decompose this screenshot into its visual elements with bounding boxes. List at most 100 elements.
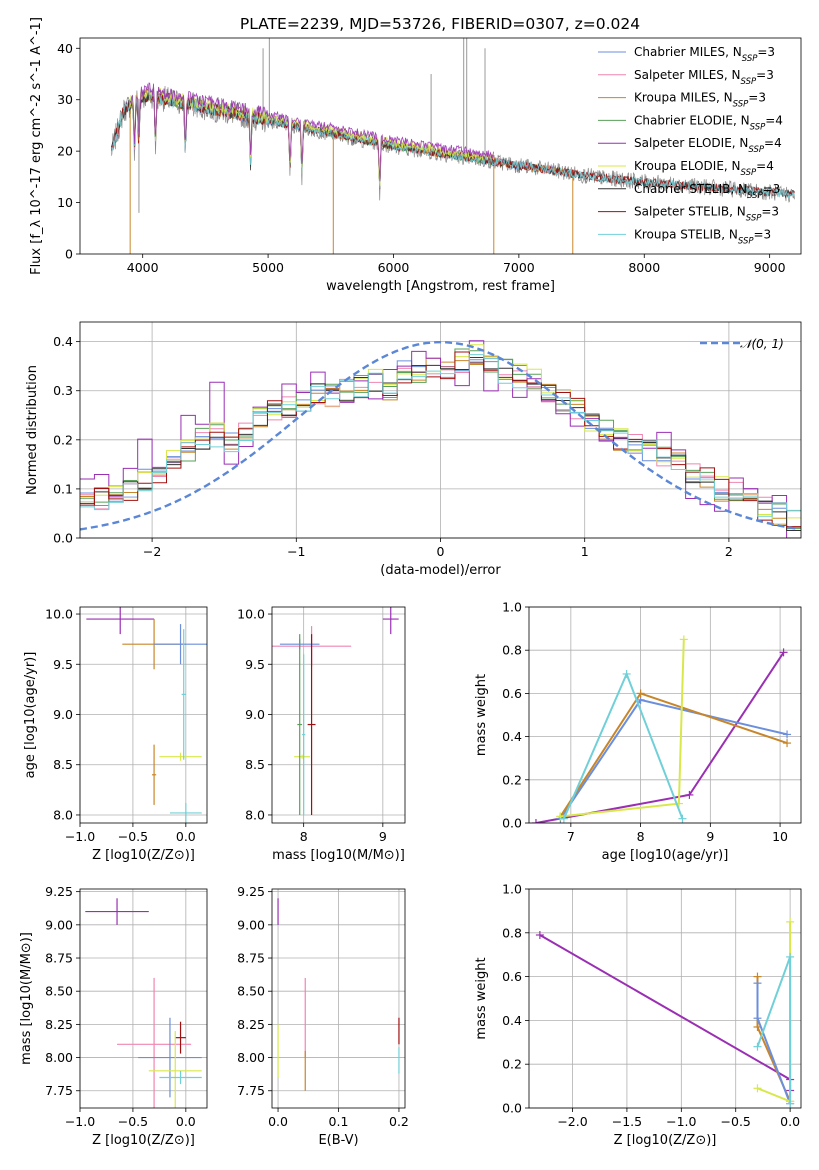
x-axis-label: Z [log10(Z/Z⊙)] bbox=[92, 848, 195, 863]
legend-label: Chabrier ELODIE, NSSP=4 bbox=[634, 113, 783, 132]
y-tick-label: 9.5 bbox=[53, 657, 73, 672]
x-axis-label: (data-model)/error bbox=[380, 563, 501, 578]
legend-subscript: SSP bbox=[742, 54, 758, 64]
y-axis-label: mass weight bbox=[474, 957, 489, 1039]
y-tick-label: 0.4 bbox=[502, 729, 522, 744]
x-tick-label: 8 bbox=[637, 829, 645, 844]
axes-layer: 4000 5000 6000 7000 8000 9000010203040wavelen… bbox=[19, 17, 802, 1148]
x-tick-label: 1 bbox=[581, 544, 589, 559]
x-tick-label: 9000 bbox=[754, 260, 786, 275]
y-tick-label: 0.6 bbox=[502, 686, 522, 701]
y-tick-label: 9.00 bbox=[45, 917, 73, 932]
x-tick-label: −2 bbox=[143, 544, 161, 559]
y-tick-label: 9.0 bbox=[53, 707, 73, 722]
y-tick-label: 8.5 bbox=[53, 757, 73, 772]
age-vs-mass-axes: 8 9 8.0 8.5 9.0 9.5 10.0 mass [log10(M/M⊙)] bbox=[237, 607, 406, 863]
legend-subscript: SSP bbox=[750, 122, 766, 132]
y-tick-label: 0 bbox=[65, 247, 73, 262]
weight-series-0 bbox=[539, 934, 792, 1091]
weight-series-1 bbox=[559, 698, 788, 820]
y-tick-label: 1.0 bbox=[502, 600, 522, 615]
y-tick-label: 8.5 bbox=[245, 757, 265, 772]
y-tick-label: 8.50 bbox=[237, 984, 265, 999]
y-tick-label: 0.0 bbox=[502, 816, 522, 831]
plot-area bbox=[86, 607, 207, 823]
x-tick-label: −1.0 bbox=[65, 1114, 95, 1129]
y-tick-label: 10 bbox=[57, 195, 73, 210]
histogram-series-7 bbox=[80, 351, 801, 528]
x-tick-label: −1 bbox=[287, 544, 305, 559]
x-tick-label: −0.5 bbox=[721, 1114, 751, 1129]
y-tick-label: 30 bbox=[57, 92, 73, 107]
spectrum-axes: 4000 5000 6000 7000 8000 9000 0 10 20 30 40 wavelen… bbox=[29, 17, 802, 294]
legend-value: =3 bbox=[756, 68, 774, 82]
x-axis-label: wavelength [Angstrom, rest frame] bbox=[326, 279, 555, 294]
legend-value: =4 bbox=[765, 113, 783, 127]
legend-value: =3 bbox=[757, 45, 775, 59]
y-tick-label: 40 bbox=[57, 41, 73, 56]
axes-frame bbox=[528, 606, 802, 824]
legend-subscript: SSP bbox=[741, 168, 757, 178]
y-axis-label: Flux [f_λ 10^-17 erg cm^-2 s^-1 A^-1] bbox=[29, 17, 44, 275]
legend-label: Salpeter STELIB, NSSP=3 bbox=[634, 205, 779, 224]
x-tick-label: 7 bbox=[567, 829, 575, 844]
y-tick-label: 8.0 bbox=[245, 807, 265, 822]
legend-subscript: SSP bbox=[733, 100, 749, 110]
x-tick-label: 0.2 bbox=[389, 1114, 409, 1129]
y-tick-label: 9.25 bbox=[237, 884, 265, 899]
figure-title: PLATE=2239, MJD=53726, FIBERID=0307, z=0… bbox=[240, 15, 640, 33]
y-axis-label: mass weight bbox=[474, 674, 489, 756]
y-tick-label: 8.25 bbox=[237, 1017, 265, 1032]
weight-vs-z-axes: −2.0 −1.5 −1.0 −0.5 0.0 0.0 0.2 0.4 0.6 0.8 1.0 Z [… bbox=[474, 882, 802, 1148]
x-tick-label: −1.0 bbox=[65, 829, 95, 844]
y-tick-label: 8.00 bbox=[45, 1050, 73, 1065]
y-tick-label: 0.6 bbox=[502, 969, 522, 984]
histogram-series-8 bbox=[80, 354, 801, 517]
legend-subscript: SSP bbox=[741, 77, 757, 87]
y-tick-label: 8.75 bbox=[45, 951, 73, 966]
histogram-series-5 bbox=[80, 344, 801, 525]
x-tick-label: 0.1 bbox=[329, 1114, 349, 1129]
legend-label: Kroupa STELIB, NSSP=3 bbox=[634, 227, 771, 246]
x-tick-label: 8000 bbox=[628, 260, 660, 275]
x-axis-label: Z [log10(Z/Z⊙)] bbox=[614, 1133, 717, 1148]
legend-label: Chabrier STELIB, NSSP=3 bbox=[634, 182, 780, 201]
weight-series-4 bbox=[562, 671, 684, 820]
legend-subscript: SSP bbox=[747, 191, 763, 201]
x-tick-label: −1.5 bbox=[612, 1114, 642, 1129]
x-tick-label: 9 bbox=[379, 829, 387, 844]
x-tick-label: −1.0 bbox=[666, 1114, 696, 1129]
y-tick-label: 1.0 bbox=[502, 882, 522, 897]
y-tick-label: 9.00 bbox=[237, 917, 265, 932]
y-tick-label: 0.0 bbox=[53, 531, 73, 546]
legend-subscript: SSP bbox=[738, 236, 754, 246]
y-tick-label: 10.0 bbox=[45, 607, 73, 622]
legend-value: =4 bbox=[764, 136, 782, 150]
y-tick-label: 9.5 bbox=[245, 657, 265, 672]
y-tick-label: 20 bbox=[57, 144, 73, 159]
plot-area bbox=[272, 607, 399, 815]
y-tick-label: 7.75 bbox=[45, 1083, 73, 1098]
y-tick-label: 7.75 bbox=[237, 1083, 265, 1098]
x-axis-label: age [log10(age/yr)] bbox=[602, 848, 729, 863]
x-tick-label: 0.0 bbox=[780, 1114, 800, 1129]
x-tick-label: 2 bbox=[725, 544, 733, 559]
x-tick-label: 6000 bbox=[378, 260, 410, 275]
legend-label: Salpeter MILES, NSSP=3 bbox=[634, 68, 774, 87]
y-tick-label: 8.0 bbox=[53, 807, 73, 822]
spectrum-legend: Chabrier MILES, NSSP=3 Salpeter MILES, NS… bbox=[598, 45, 783, 246]
axes-frame bbox=[79, 606, 208, 824]
y-tick-label: 0.2 bbox=[53, 432, 73, 447]
legend-label: Salpeter ELODIE, NSSP=4 bbox=[634, 136, 782, 155]
y-tick-label: 10.0 bbox=[237, 607, 265, 622]
x-tick-label: 0.0 bbox=[176, 829, 196, 844]
plot-area bbox=[85, 898, 202, 1108]
legend-label: Kroupa ELODIE, NSSP=4 bbox=[634, 159, 774, 178]
x-tick-label: 10 bbox=[772, 829, 788, 844]
legend-value: =3 bbox=[748, 91, 766, 105]
axes-frame bbox=[271, 888, 406, 1109]
plot-area bbox=[535, 917, 795, 1108]
histogram-series-6 bbox=[80, 362, 801, 532]
y-tick-label: 8.75 bbox=[237, 951, 265, 966]
y-tick-label: 0.0 bbox=[502, 1101, 522, 1116]
